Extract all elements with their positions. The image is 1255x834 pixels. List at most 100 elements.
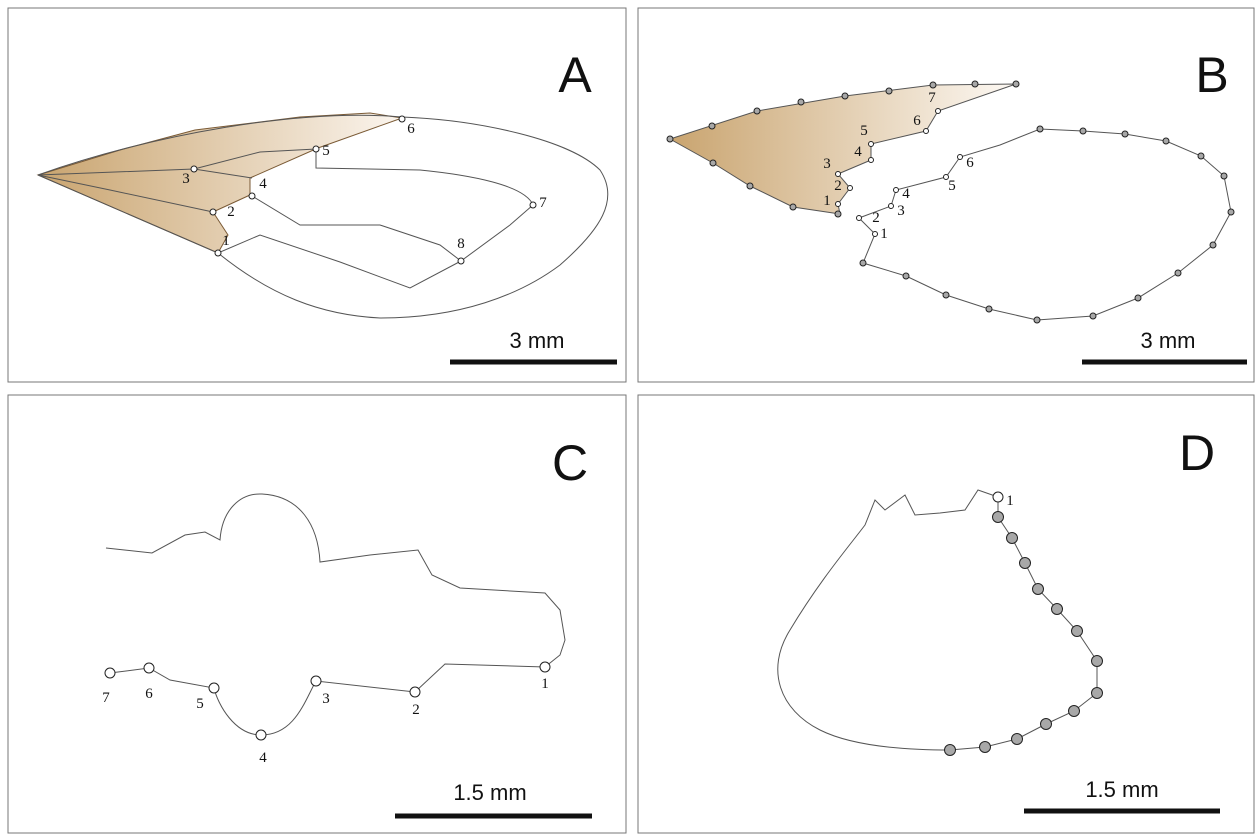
landmark bbox=[311, 676, 321, 686]
panel-frame bbox=[638, 8, 1254, 382]
landmark-label: 3 bbox=[182, 171, 190, 187]
semilandmark bbox=[1069, 706, 1080, 717]
landmark bbox=[458, 258, 464, 264]
semilandmark bbox=[903, 273, 909, 279]
semilandmark bbox=[754, 108, 760, 114]
scale-label: 3 mm bbox=[510, 328, 565, 353]
semilandmark bbox=[1198, 153, 1204, 159]
landmark-label: 1 bbox=[823, 193, 831, 209]
panel-letter: B bbox=[1195, 47, 1228, 103]
landmark-label: 3 bbox=[823, 156, 831, 172]
semilandmark bbox=[1034, 317, 1040, 323]
landmark bbox=[256, 730, 266, 740]
scale-label: 1.5 mm bbox=[1085, 777, 1158, 802]
semilandmark bbox=[1122, 131, 1128, 137]
landmark-label: 2 bbox=[872, 210, 880, 226]
landmark bbox=[210, 209, 216, 215]
landmark bbox=[857, 216, 862, 221]
landmark bbox=[958, 155, 963, 160]
landmark bbox=[889, 204, 894, 209]
semilandmark bbox=[1080, 128, 1086, 134]
semilandmark bbox=[1092, 656, 1103, 667]
landmark-label: 5 bbox=[860, 123, 868, 139]
panel-letter: D bbox=[1179, 425, 1215, 481]
landmark-label: 6 bbox=[913, 113, 921, 129]
landmark bbox=[209, 683, 219, 693]
semilandmark bbox=[1210, 242, 1216, 248]
semilandmark bbox=[1041, 719, 1052, 730]
landmark-label: 1 bbox=[1006, 493, 1014, 509]
semilandmark bbox=[945, 745, 956, 756]
landmark bbox=[869, 158, 874, 163]
semilandmark bbox=[1135, 295, 1141, 301]
landmark bbox=[399, 116, 405, 122]
landmark-label: 2 bbox=[227, 204, 235, 220]
landmark-label: 8 bbox=[457, 236, 465, 252]
panel-frame bbox=[638, 395, 1254, 833]
landmark bbox=[848, 186, 853, 191]
landmark bbox=[410, 687, 420, 697]
semilandmark bbox=[986, 306, 992, 312]
landmark bbox=[993, 492, 1003, 502]
landmark bbox=[540, 662, 550, 672]
landmark bbox=[894, 188, 899, 193]
semilandmark bbox=[1175, 270, 1181, 276]
landmark bbox=[924, 129, 929, 134]
semilandmark bbox=[1092, 688, 1103, 699]
semilandmark bbox=[1037, 126, 1043, 132]
landmark-label: 1 bbox=[222, 233, 230, 249]
semilandmark bbox=[835, 211, 841, 217]
semilandmark bbox=[1221, 173, 1227, 179]
panel-frame bbox=[8, 395, 626, 833]
semilandmark bbox=[667, 136, 673, 142]
semilandmark bbox=[747, 183, 753, 189]
landmark-label: 1 bbox=[541, 676, 549, 692]
landmark bbox=[873, 232, 878, 237]
landmark-label: 4 bbox=[259, 750, 267, 766]
panel-letter: A bbox=[558, 47, 592, 103]
outline bbox=[778, 490, 1097, 750]
landmark-label: 4 bbox=[854, 144, 862, 160]
semilandmark bbox=[842, 93, 848, 99]
semilandmark bbox=[993, 512, 1004, 523]
landmark bbox=[936, 109, 941, 114]
landmark-label: 7 bbox=[539, 195, 547, 211]
landmark-label: 2 bbox=[412, 702, 420, 718]
landmark-label: 6 bbox=[145, 686, 153, 702]
panel-letter: C bbox=[552, 435, 588, 491]
landmark-label: 6 bbox=[407, 121, 415, 137]
semilandmark bbox=[798, 99, 804, 105]
semilandmark bbox=[943, 292, 949, 298]
landmark-label: 6 bbox=[966, 155, 974, 171]
landmark-label: 7 bbox=[928, 90, 936, 106]
landmark bbox=[530, 202, 536, 208]
semilandmark bbox=[972, 81, 978, 87]
semilandmark bbox=[1072, 626, 1083, 637]
landmark-label: 3 bbox=[322, 691, 330, 707]
landmark-label: 5 bbox=[948, 178, 956, 194]
landmark-label: 1 bbox=[880, 226, 888, 242]
landmark bbox=[249, 193, 255, 199]
semilandmark bbox=[709, 123, 715, 129]
landmark-label: 5 bbox=[196, 696, 204, 712]
landmark bbox=[836, 202, 841, 207]
wing-shaded bbox=[670, 84, 1016, 214]
landmark bbox=[215, 250, 221, 256]
semilandmark bbox=[790, 204, 796, 210]
landmark-label: 4 bbox=[259, 176, 267, 192]
scale-label: 3 mm bbox=[1141, 328, 1196, 353]
landmark bbox=[313, 146, 319, 152]
wing-shaded bbox=[38, 113, 402, 253]
semilandmark bbox=[1090, 313, 1096, 319]
landmark-label: 3 bbox=[897, 203, 905, 219]
semilandmark bbox=[930, 82, 936, 88]
semilandmark bbox=[1228, 209, 1234, 215]
landmark bbox=[144, 663, 154, 673]
semilandmark bbox=[1013, 81, 1019, 87]
semilandmark bbox=[860, 260, 866, 266]
semilandmark bbox=[1033, 584, 1044, 595]
semilandmark bbox=[710, 160, 716, 166]
landmark-label: 7 bbox=[102, 690, 110, 706]
landmark bbox=[869, 142, 874, 147]
semilandmark bbox=[886, 88, 892, 94]
